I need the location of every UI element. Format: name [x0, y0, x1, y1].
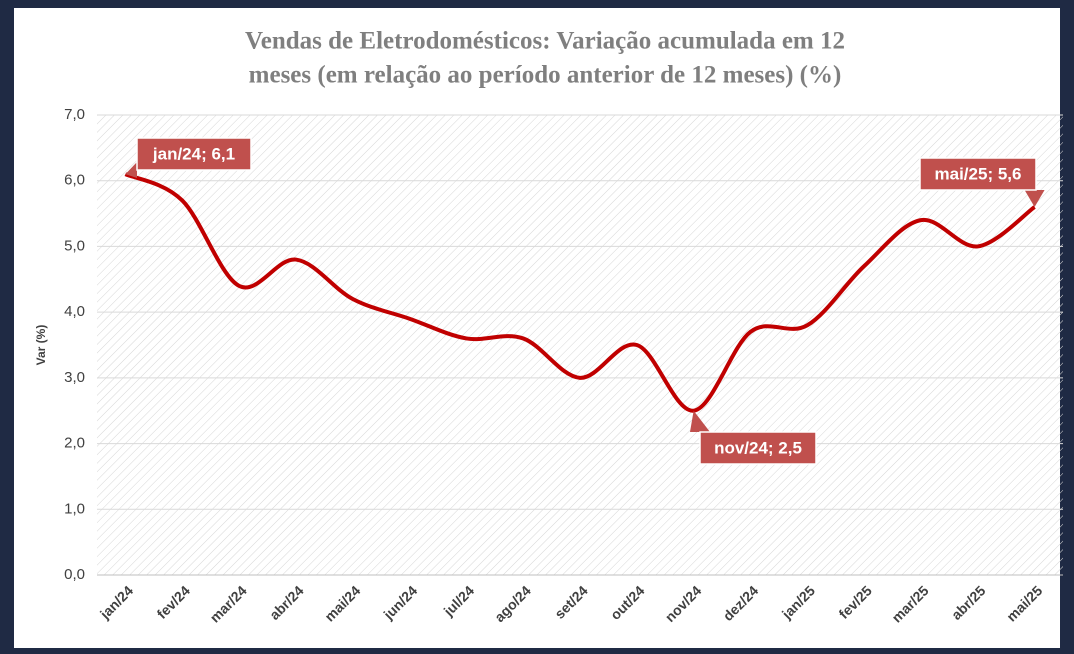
annotation-pointer: [1024, 190, 1045, 207]
annotation-box: [136, 137, 252, 171]
annotation-pointer: [690, 410, 710, 432]
y-tick-label: 2,0: [64, 435, 85, 452]
y-tick-label: 0,0: [64, 566, 85, 583]
y-tick-label: 1,0: [64, 500, 85, 517]
annotation-box: [919, 157, 1037, 191]
y-tick-label: 4,0: [64, 303, 85, 320]
annotation-label: mai/25; 5,6: [935, 164, 1022, 183]
plot-area: [97, 115, 1063, 575]
data-line: [124, 172, 1036, 413]
y-axis-label: Var (%): [34, 325, 48, 366]
chart-title: Vendas de Eletrodomésticos: Variação acu…: [245, 28, 845, 55]
y-tick-label: 5,0: [64, 237, 85, 254]
annotation-pointer: [125, 162, 137, 178]
annotation-box: [699, 431, 817, 465]
annotation-label: jan/24; 6,1: [152, 144, 235, 163]
annotation-label: nov/24; 2,5: [714, 438, 802, 457]
y-tick-label: 7,0: [64, 106, 85, 123]
chart-title: meses (em relação ao período anterior de…: [249, 62, 842, 89]
y-tick-label: 3,0: [64, 369, 85, 386]
y-tick-label: 6,0: [64, 172, 85, 189]
